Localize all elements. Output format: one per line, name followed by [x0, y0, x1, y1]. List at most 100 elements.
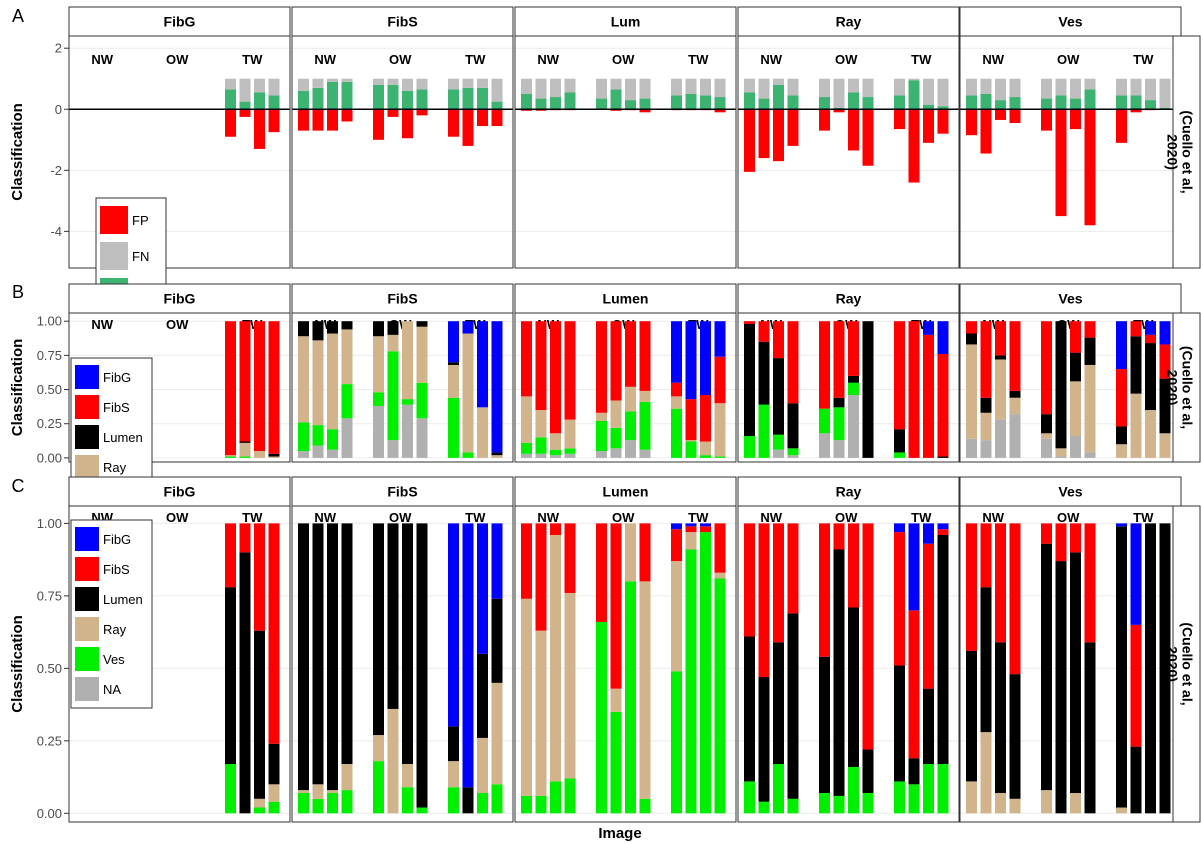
bar-segment-lumen	[862, 321, 874, 458]
bar-segment-fn	[966, 78, 977, 96]
bar-segment-fibs	[1055, 523, 1067, 562]
bar-segment-tp	[327, 81, 338, 110]
bar-segment-fibs	[1070, 523, 1081, 553]
bar-segment-ray	[448, 761, 459, 788]
facet-title: FibG	[164, 484, 196, 500]
bar-segment-fibs	[923, 543, 934, 689]
plot-area	[738, 36, 959, 268]
bar-segment-lumen	[1145, 343, 1156, 411]
bar-segment-fibg	[491, 321, 503, 453]
group-label-nw: NW	[537, 510, 559, 525]
bar-segment-fp	[477, 109, 488, 127]
bar-segment-fp	[535, 109, 547, 111]
bar-segment-ray	[564, 592, 576, 779]
bar-segment-tp	[937, 106, 949, 110]
bar-segment-fn	[312, 78, 324, 88]
bar-segment-fibs	[564, 321, 576, 420]
bar-segment-lumen	[341, 321, 353, 330]
bar-segment-tp	[312, 87, 324, 110]
bar-segment-na	[312, 445, 324, 458]
bar-segment-ray	[966, 344, 977, 439]
legend-label-ray: Ray	[103, 460, 127, 475]
bar-segment-fp	[995, 109, 1006, 120]
bar-segment-lumen	[1009, 674, 1021, 799]
bar-segment-ray	[980, 412, 992, 441]
bar-segment-ray	[671, 396, 682, 409]
bar-segment-tp	[550, 97, 561, 110]
bar-segment-fibg	[1116, 321, 1127, 370]
bar-segment-ray	[387, 708, 399, 814]
bar-segment-ves	[268, 801, 280, 814]
bar-segment-fibs	[744, 321, 755, 324]
bar-segment-fp	[819, 109, 830, 131]
bar-segment-lumen	[1130, 336, 1142, 394]
bar-segment-fibs	[225, 321, 236, 456]
bar-segment-tp	[564, 92, 576, 110]
bar-segment-na	[1055, 456, 1067, 458]
bar-segment-fn	[773, 78, 784, 85]
bar-segment-fn	[639, 78, 651, 99]
y-tick-label: 0.75	[37, 348, 62, 363]
bar-segment-tp	[1009, 97, 1021, 110]
y-tick-label: -2	[50, 163, 62, 178]
bar-segment-lumen	[402, 523, 413, 765]
legend-key-fibs	[75, 557, 99, 581]
bar-segment-fibs	[923, 334, 934, 458]
bar-segment-fibg	[477, 523, 488, 654]
facet-strip	[737, 283, 960, 314]
bar-segment-lumen	[1084, 642, 1096, 814]
right-strip-label-line2: 2020)	[1165, 370, 1181, 406]
bar-segment-ves	[714, 578, 726, 814]
group-label-nw: NW	[982, 510, 1004, 525]
facet-strip	[68, 283, 291, 314]
bar-segment-fibs	[980, 321, 992, 398]
bar-segment-ves	[416, 382, 428, 419]
facet-strip	[68, 6, 291, 37]
legend-label-fibs: FibS	[103, 562, 130, 577]
bar-segment-ray	[625, 523, 636, 582]
bar-segment-tp	[787, 95, 799, 110]
bar-segment-ves	[341, 790, 353, 814]
panel-letter-C: C	[12, 476, 25, 496]
bar-segment-lumen	[491, 598, 503, 683]
group-label-nw: NW	[537, 52, 559, 67]
bar-segment-fibs	[610, 523, 622, 689]
bar-segment-lumen	[1159, 378, 1171, 434]
bar-segment-fn	[535, 78, 547, 99]
bar-segment-ves	[298, 422, 309, 452]
y-tick-label: 0.50	[37, 661, 62, 676]
bar-segment-ves	[714, 456, 726, 458]
bar-segment-fibs	[625, 321, 636, 387]
legend-label-na: NA	[103, 682, 121, 697]
bar-segment-fibs	[700, 395, 711, 442]
legend-label-ray: Ray	[103, 622, 127, 637]
bar-segment-lumen	[387, 321, 399, 335]
bar-segment-fibs	[239, 321, 251, 442]
bar-segment-ray	[254, 798, 265, 808]
bar-segment-ves	[564, 448, 576, 454]
bar-segment-tp	[1070, 98, 1081, 110]
group-label-tw: TW	[465, 52, 486, 67]
bar-segment-lumen	[268, 743, 280, 785]
bar-segment-tp	[341, 81, 353, 110]
bar-segment-ves	[862, 793, 874, 814]
facet-strip	[737, 6, 960, 37]
bar-segment-fp	[1116, 109, 1127, 143]
bar-segment-lumen	[894, 429, 905, 453]
bar-segment-ves	[848, 766, 859, 814]
bar-segment-lumen	[1041, 414, 1052, 434]
bar-segment-na	[535, 453, 547, 458]
bar-segment-tp	[758, 98, 770, 110]
bar-segment-ray	[254, 451, 265, 458]
legend-label-fibg: FibG	[103, 532, 131, 547]
bar-segment-fp	[833, 109, 845, 113]
bar-segment-fp	[462, 109, 474, 146]
panel-letter-A: A	[12, 6, 24, 26]
bar-segment-fn	[1130, 78, 1142, 96]
bar-segment-lumen	[848, 375, 859, 383]
bar-segment-fibs	[894, 532, 905, 666]
group-label-ow: OW	[166, 317, 189, 332]
bar-segment-fp	[521, 109, 532, 111]
bar-segment-fn	[610, 78, 622, 90]
group-label-ow: OW	[166, 52, 189, 67]
